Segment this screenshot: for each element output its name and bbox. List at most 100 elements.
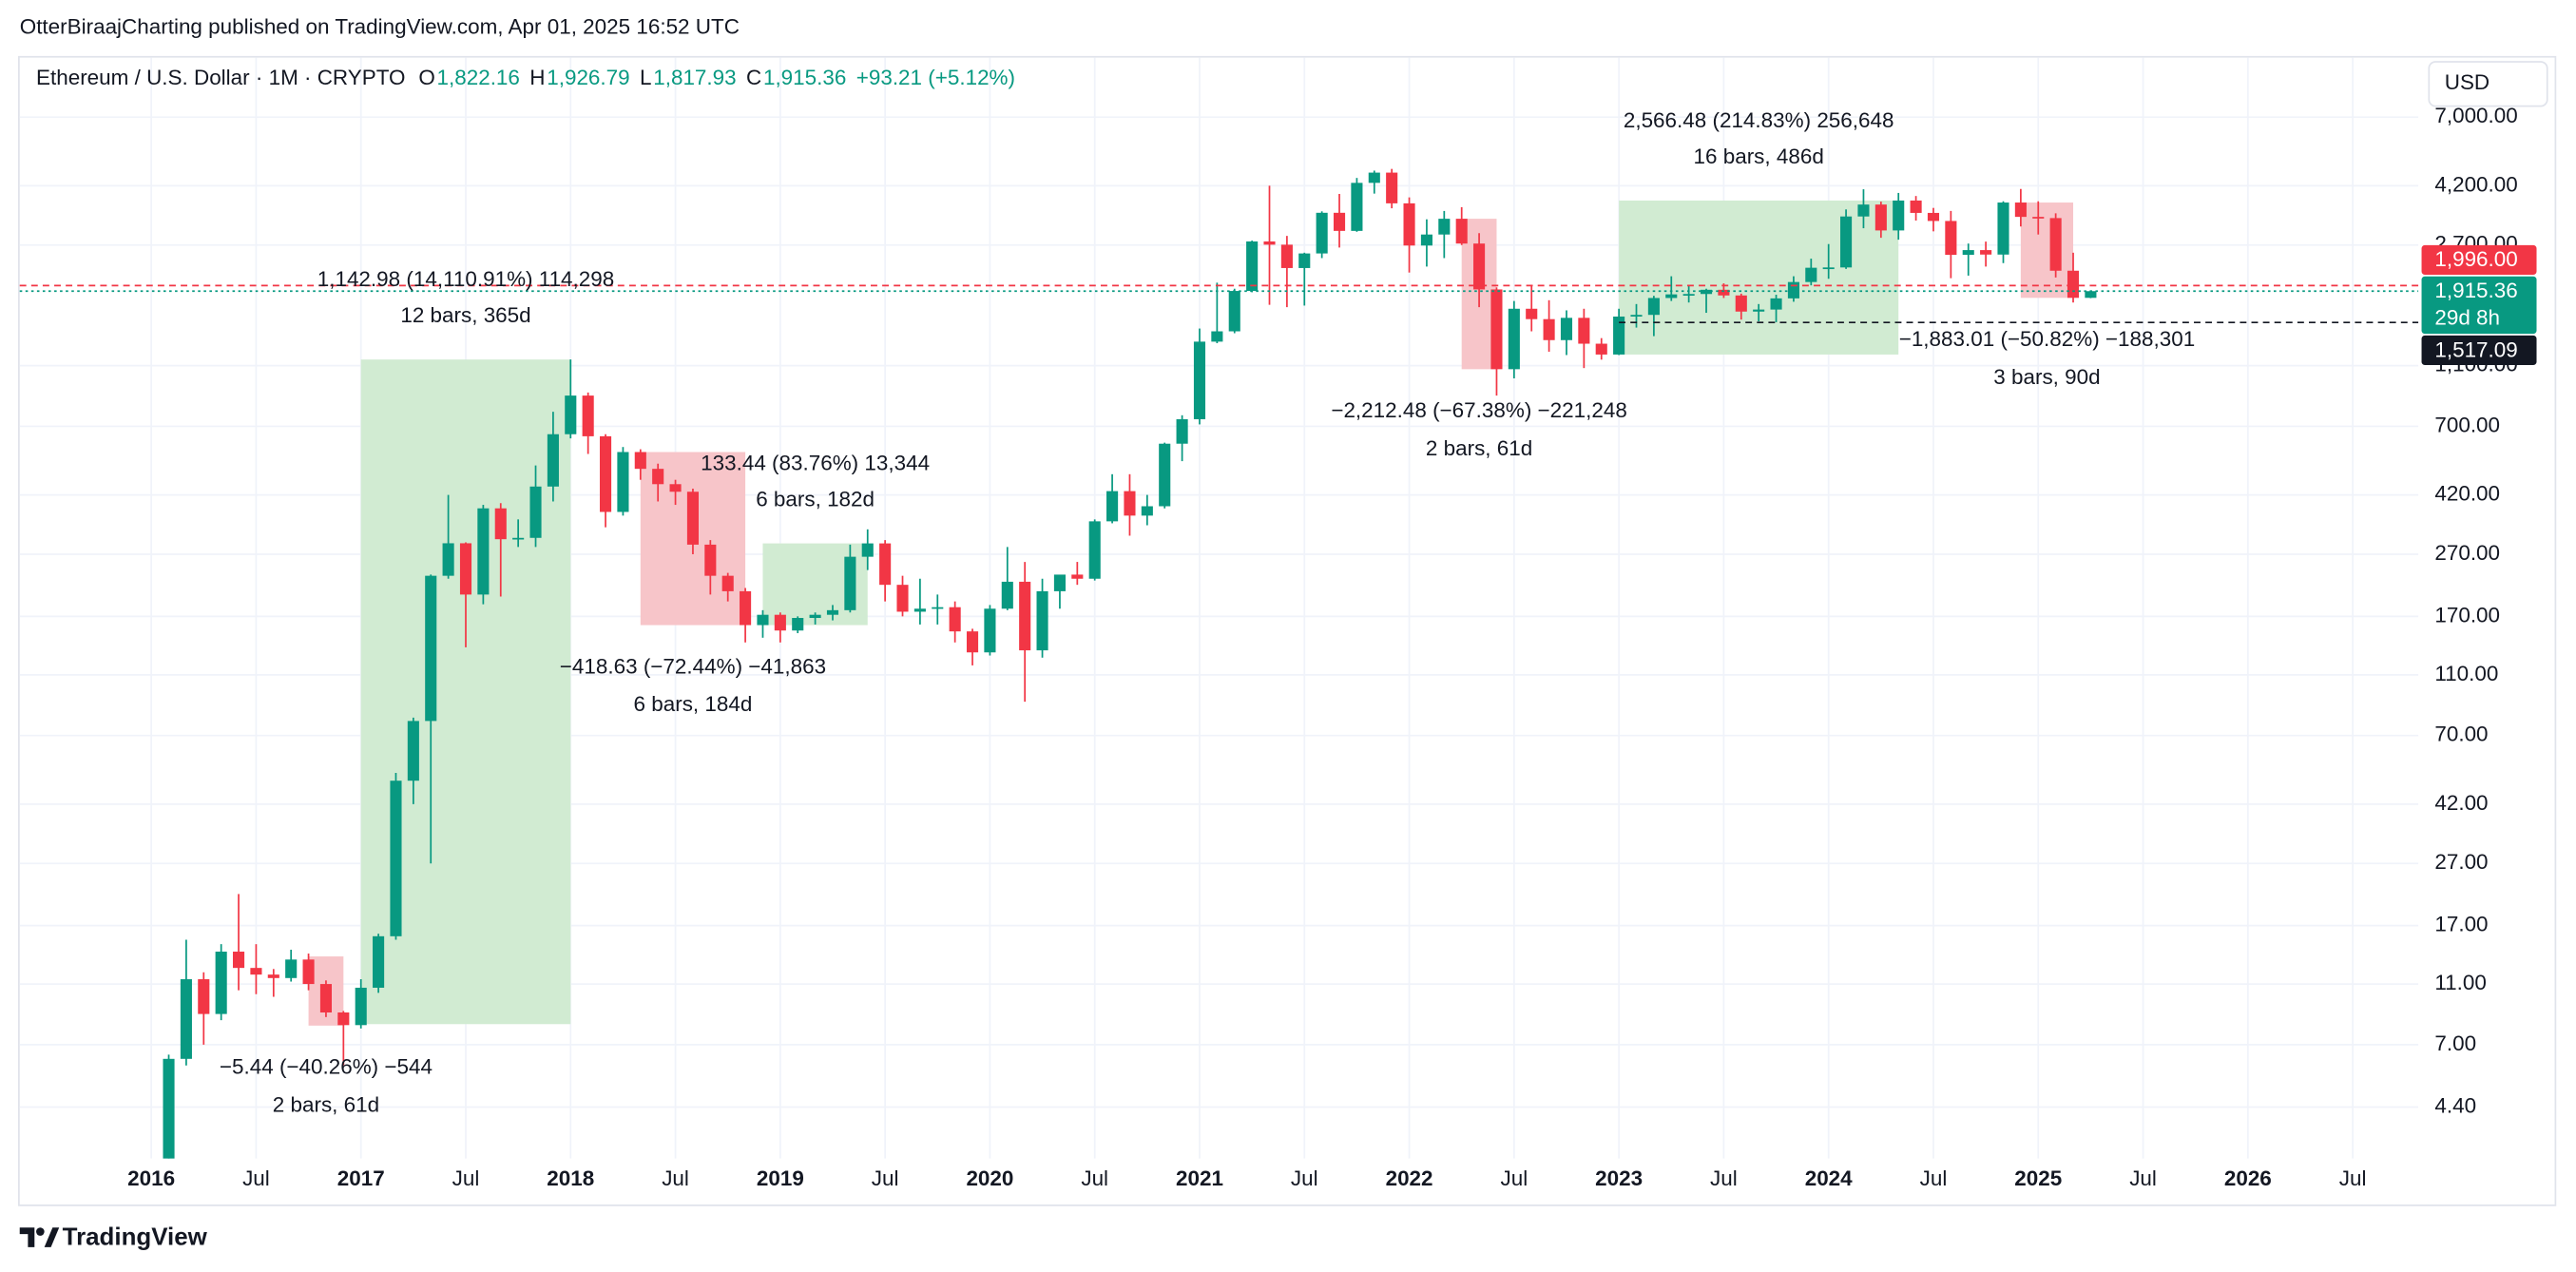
candle-body — [844, 556, 856, 610]
y-tick-label: 4.40 — [2434, 1093, 2476, 1117]
candle-body — [1071, 574, 1084, 579]
candle-body — [1508, 308, 1520, 370]
price-tag-label: 1,915.36 — [2434, 279, 2517, 302]
candle-body — [180, 979, 192, 1059]
candle-body — [2014, 202, 2027, 218]
candle-body — [686, 491, 699, 545]
candle-body — [1420, 234, 1432, 246]
candle-body — [390, 781, 402, 936]
candles — [163, 168, 2097, 1159]
candle-body — [757, 614, 769, 626]
currency-button[interactable] — [2428, 61, 2548, 107]
candle-body — [1910, 200, 1922, 213]
candle-body — [2049, 218, 2062, 271]
candle-body — [302, 959, 315, 985]
countdown: 29d 8h — [2434, 306, 2500, 330]
measure-labels: −5.44 (−40.26%) −544 2 bars, 61d 1,142.98 … — [220, 108, 2195, 1117]
x-tick-label: 2017 — [337, 1166, 385, 1190]
candle-body — [1945, 221, 1957, 256]
x-tick-label: 2016 — [127, 1166, 175, 1190]
candle-body — [1455, 219, 1468, 244]
x-tick-label: 2024 — [1805, 1166, 1853, 1190]
measure-label: 1,142.98 (14,110.91%) 114,298 — [317, 267, 615, 291]
candle-body — [1840, 216, 1853, 268]
candle-body — [792, 618, 804, 631]
legend-value: 1,822.16 — [437, 66, 520, 89]
y-tick-label: 170.00 — [2434, 603, 2500, 626]
candle-body — [861, 543, 874, 557]
candle-body — [1438, 219, 1451, 235]
currency[interactable]: USD — [2445, 70, 2489, 94]
candle-body — [1088, 521, 1101, 579]
legend-symbol: Ethereum / U.S. Dollar · 1M · CRYPTO — [36, 66, 405, 89]
y-tick-label: 27.00 — [2434, 850, 2488, 874]
measure-bars-label: 2 bars, 61d — [1426, 436, 1532, 460]
y-tick-label: 17.00 — [2434, 913, 2488, 936]
measure-bars-label: 3 bars, 90d — [1993, 365, 2100, 389]
y-tick-label: 4,200.00 — [2434, 172, 2517, 196]
candle-body — [949, 607, 961, 632]
y-tick-label: 110.00 — [2434, 662, 2498, 685]
candle-body — [913, 608, 926, 612]
candle-body — [477, 508, 490, 595]
brand: TradingView — [63, 1224, 208, 1250]
measure-bars-label: 6 bars, 184d — [634, 692, 753, 716]
x-tick-label: 2023 — [1595, 1166, 1643, 1190]
candle-body — [1980, 250, 1992, 255]
legend-value: 1,926.79 — [547, 66, 629, 89]
candle-body — [1665, 294, 1678, 299]
y-tick-label: 420.00 — [2434, 482, 2500, 506]
candle-body — [337, 1012, 350, 1026]
candle-body — [425, 575, 437, 722]
candle-body — [1578, 318, 1590, 344]
measure-label: −1,883.01 (−50.82%) −188,301 — [1899, 327, 2195, 351]
x-tick-label: 2025 — [2014, 1166, 2062, 1190]
candle-body — [529, 486, 542, 538]
candle-body — [932, 607, 944, 609]
candle-body — [879, 543, 892, 586]
candle-body — [582, 395, 594, 436]
x-tick-label: Jul — [1710, 1166, 1738, 1190]
candle-body — [442, 543, 454, 576]
candle-body — [1490, 289, 1503, 370]
candle-body — [1159, 443, 1171, 507]
candle-body — [1403, 202, 1415, 246]
measure-bars-label: 6 bars, 182d — [756, 488, 875, 511]
candle-body — [2067, 270, 2080, 299]
candle-body — [652, 469, 664, 485]
candle-body — [826, 609, 839, 615]
candle-body — [1019, 581, 1031, 651]
candle-body — [1560, 318, 1573, 340]
candle-body — [1735, 295, 1747, 312]
candle-body — [512, 537, 525, 540]
candle-body — [547, 434, 559, 487]
candle-body — [809, 614, 821, 619]
measure-label: 2,566.48 (214.83%) 256,648 — [1624, 108, 1894, 132]
measure-label: −5.44 (−40.26%) −544 — [220, 1055, 433, 1079]
price-tag — [2421, 335, 2537, 366]
candle-body — [215, 952, 227, 1014]
legend: Ethereum / U.S. Dollar · 1M · CRYPTO O 1,8… — [36, 66, 1015, 89]
candle-body — [1718, 289, 1730, 296]
candle-body — [1368, 172, 1380, 183]
candle-body — [250, 968, 262, 975]
candle-body — [966, 631, 979, 653]
candle-body — [669, 484, 682, 492]
legend-change: +93.21 (+5.12%) — [856, 66, 1015, 89]
candle-body — [1997, 202, 2009, 255]
x-tick-label: 2022 — [1386, 1166, 1433, 1190]
legend-key: O — [418, 66, 434, 89]
candle-body — [1246, 241, 1259, 292]
candle-body — [896, 585, 909, 612]
candle-body — [1770, 298, 1782, 310]
x-tick-label: Jul — [242, 1166, 270, 1190]
candle-body — [285, 959, 298, 978]
candle-body — [1805, 267, 1817, 282]
candle-body — [634, 452, 646, 470]
candle-body — [1053, 574, 1066, 591]
candle-body — [355, 987, 367, 1026]
x-tick-label: 2020 — [966, 1166, 1013, 1190]
x-tick-label: Jul — [1500, 1166, 1528, 1190]
legend-value: 1,915.36 — [763, 66, 846, 89]
